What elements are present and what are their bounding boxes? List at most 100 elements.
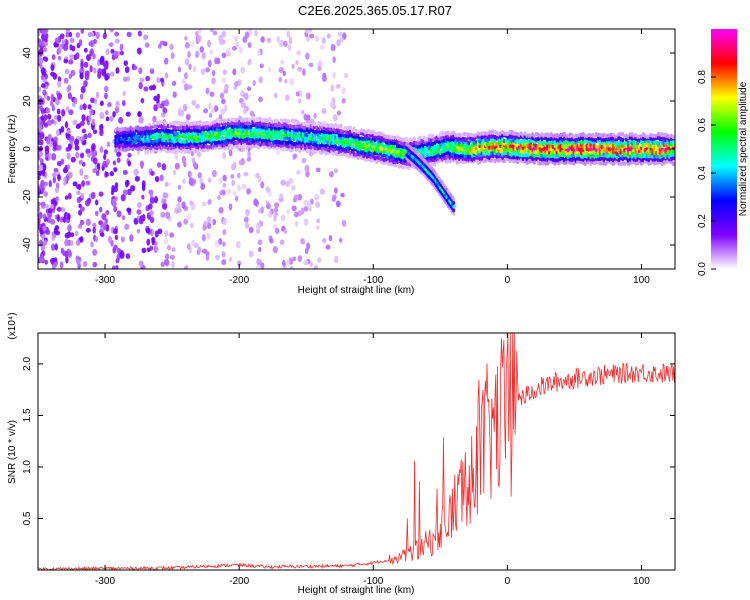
colorbar: 0.0 0.2 0.4 0.6 0.8 Normalized spectral ampl… <box>697 29 749 276</box>
heatmap-cell <box>240 66 246 74</box>
heatmap-cell <box>208 102 212 110</box>
heatmap-cell <box>109 171 115 177</box>
heatmap-cell <box>93 157 98 165</box>
snr-ytick-label: 0.5 <box>22 511 33 525</box>
heatmap-cell <box>105 48 110 56</box>
heatmap-cell <box>57 92 63 100</box>
heatmap-cell <box>245 222 250 229</box>
heatmap-cell <box>90 191 96 199</box>
heatmap-cell <box>49 257 55 264</box>
heatmap-cell <box>93 38 98 44</box>
heatmap-cell <box>242 36 248 43</box>
heatmap-cell <box>258 96 263 103</box>
heatmap-cell <box>50 64 55 71</box>
heatmap-cell <box>80 85 86 94</box>
snr-ylabel: SNR (10 * v/v) <box>7 420 18 484</box>
heatmap-cell <box>113 50 119 58</box>
snr-ytick-label: 1.5 <box>22 408 33 422</box>
heatmap-cell <box>274 202 280 209</box>
heatmap-cell <box>164 72 169 79</box>
heatmap-cell <box>144 42 150 48</box>
heatmap-cell <box>181 155 187 164</box>
heatmap-cell <box>40 179 45 188</box>
heatmap-cell <box>56 214 60 222</box>
heatmap-cell <box>222 69 228 75</box>
heatmap-cell <box>314 194 320 201</box>
heatmap-cell <box>66 231 72 238</box>
heatmap-cell <box>114 182 119 189</box>
heatmap-cell <box>671 134 675 140</box>
heatmap-cell <box>115 100 120 108</box>
heatmap-cell <box>95 91 100 99</box>
heatmap-cell <box>116 157 121 163</box>
heatmap-cell <box>116 151 122 157</box>
heatmap-cell <box>330 44 336 52</box>
heatmap-cell <box>51 264 57 269</box>
heatmap-cell <box>218 206 224 214</box>
heatmap-cell <box>102 32 107 40</box>
heatmap-cell <box>105 116 110 122</box>
heatmap-cell <box>93 97 98 105</box>
heatmap-cell <box>65 256 69 264</box>
heatmap-cell <box>258 246 262 252</box>
heatmap-cell <box>53 167 59 173</box>
heatmap-cell <box>44 145 50 152</box>
heatmap-cell <box>218 34 224 42</box>
heatmap-cell <box>140 97 145 104</box>
heatmap-cell <box>45 107 51 114</box>
heatmap-cell <box>62 167 68 174</box>
heatmap-cell <box>205 67 210 73</box>
heatmap-cell <box>86 54 91 61</box>
heatmap-cell <box>238 46 244 54</box>
heatmap-cell <box>149 191 154 198</box>
heatmap-cell <box>266 37 272 44</box>
heatmap-cell <box>226 47 231 54</box>
heatmap-cell <box>172 91 177 98</box>
heatmap-cell <box>139 77 145 83</box>
heatmap-cell <box>75 52 80 60</box>
heatmap-cell <box>300 238 306 245</box>
heatmap-cell <box>181 201 186 209</box>
heatmap-cell <box>164 230 169 237</box>
heatmap-cell <box>106 158 110 166</box>
heatmap-cell <box>177 184 182 190</box>
heatmap-cell <box>184 35 188 41</box>
heatmap-cell <box>163 198 167 204</box>
heatmap-cell <box>68 31 73 38</box>
heatmap-cell <box>330 101 336 109</box>
heatmap-cell <box>256 258 261 266</box>
heatmap-cell <box>163 57 169 65</box>
heatmap-cell <box>89 48 95 56</box>
heatmap-cell <box>297 98 302 104</box>
heatmap-cell <box>57 55 62 61</box>
heatmap-cell <box>63 44 69 51</box>
heatmap-cell <box>67 213 71 221</box>
heatmap-cell <box>40 108 46 114</box>
heatmap-cell <box>199 178 204 185</box>
spectrogram-xtick-label: -300 <box>95 275 115 286</box>
heatmap-cell <box>156 93 161 100</box>
heatmap-cell <box>40 139 44 146</box>
heatmap-cell <box>40 75 45 80</box>
heatmap-cell <box>114 234 119 241</box>
heatmap-cell <box>333 255 339 264</box>
heatmap-cell <box>164 181 169 187</box>
heatmap-cell <box>163 237 169 245</box>
heatmap-cell <box>85 148 91 155</box>
heatmap-cell <box>69 136 75 141</box>
heatmap-cell <box>92 261 98 268</box>
heatmap-cell <box>57 174 61 180</box>
heatmap-cell <box>169 255 176 260</box>
heatmap-cell <box>248 250 254 258</box>
spectrogram-xtick-label: -100 <box>363 275 383 286</box>
heatmap-cell <box>38 86 42 93</box>
heatmap-cell <box>283 40 288 47</box>
heatmap-cell <box>177 196 182 203</box>
heatmap-cell <box>43 239 48 246</box>
heatmap-cell <box>57 47 62 54</box>
heatmap-cell <box>294 211 299 218</box>
heatmap-cell <box>230 173 235 179</box>
heatmap-cell <box>330 84 335 92</box>
heatmap-cell <box>352 126 356 131</box>
heatmap-cell <box>284 94 290 101</box>
